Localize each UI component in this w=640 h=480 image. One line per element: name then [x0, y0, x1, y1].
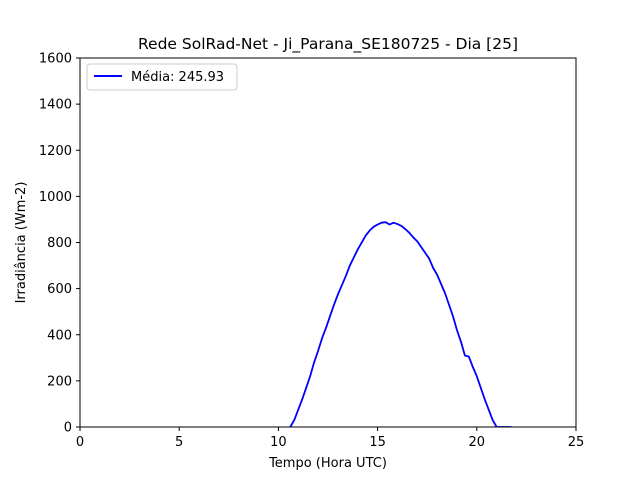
x-tick-label: 10: [270, 435, 287, 450]
y-tick-label: 400: [47, 328, 72, 343]
x-tick-label: 15: [369, 435, 386, 450]
legend: Média: 245.93: [86, 63, 238, 91]
x-tick-label: 5: [175, 435, 183, 450]
y-tick-label: 1400: [39, 98, 72, 113]
x-tick-label: 0: [76, 435, 84, 450]
y-axis-title: Irradiância (Wm-2): [14, 182, 29, 304]
x-axis-ticks: 0 5 10 15 20 25: [76, 427, 584, 450]
y-tick-label: 200: [47, 374, 72, 389]
x-tick-label: 25: [568, 435, 585, 450]
plot-data-layer: [289, 221, 512, 427]
y-tick-label: 1200: [39, 144, 72, 159]
x-axis-title: Tempo (Hora UTC): [268, 456, 387, 471]
series-line-0: [289, 221, 512, 427]
chart-title: Rede SolRad-Net - Ji_Parana_SE180725 - D…: [138, 35, 518, 54]
legend-box: [86, 63, 238, 91]
y-axis-ticks: 0 200 400 600 800 1000 1200 1400 1600: [39, 52, 80, 436]
y-tick-label: 800: [47, 236, 72, 251]
x-tick-label: 20: [469, 435, 486, 450]
y-tick-label: 1000: [39, 190, 72, 205]
legend-label: Média: 245.93: [131, 70, 224, 85]
y-tick-label: 1600: [39, 52, 72, 67]
y-tick-label: 600: [47, 282, 72, 297]
y-tick-label: 0: [64, 421, 72, 436]
